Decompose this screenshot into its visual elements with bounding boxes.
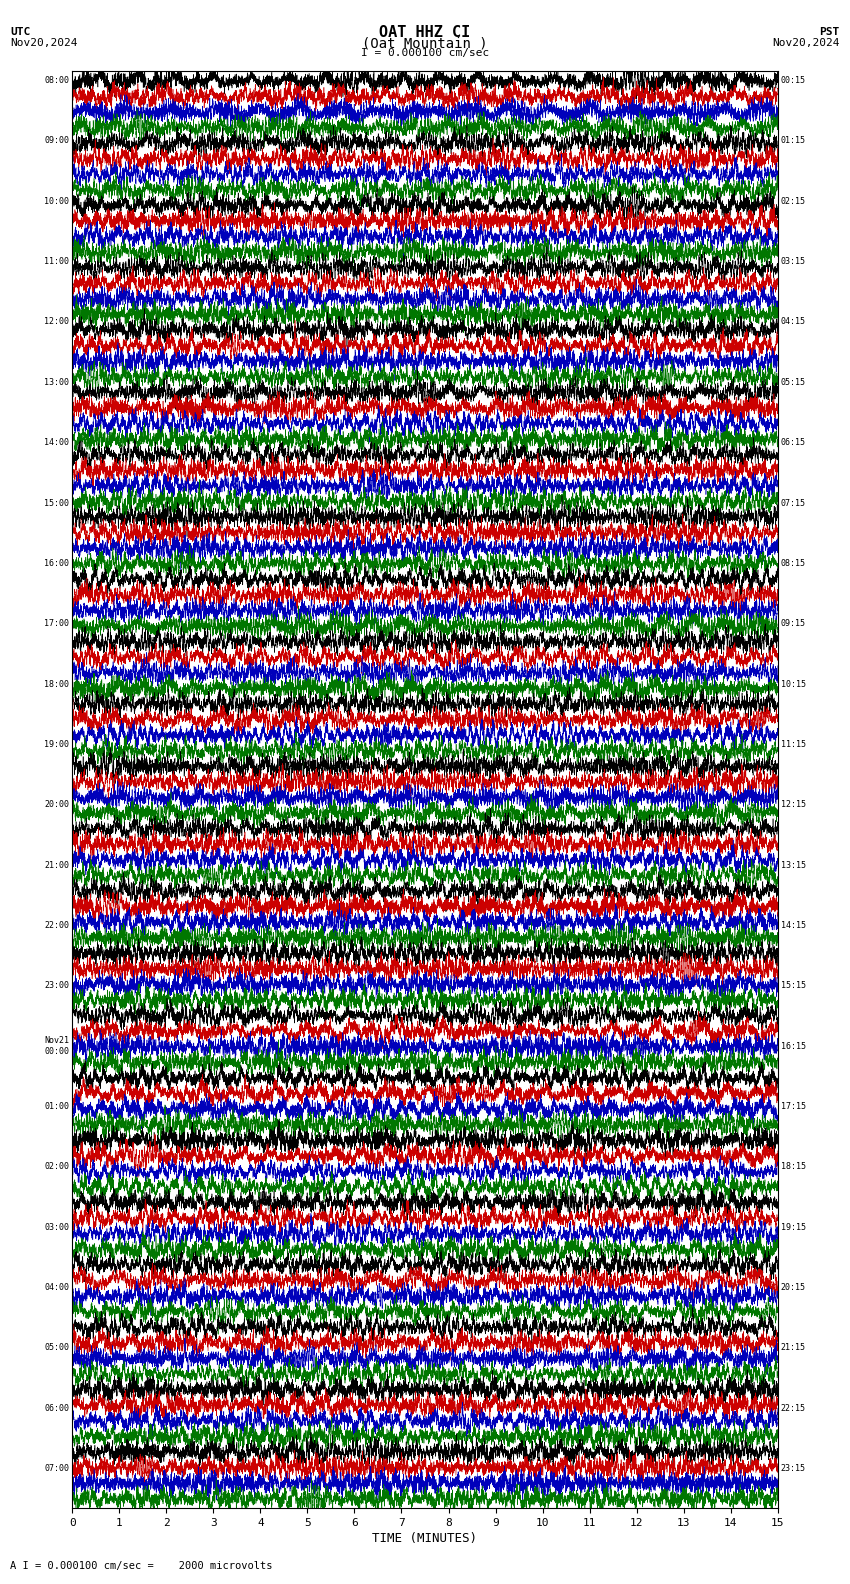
Text: 22:15: 22:15 bbox=[780, 1403, 806, 1413]
Text: 21:00: 21:00 bbox=[44, 860, 70, 870]
Text: 10:00: 10:00 bbox=[44, 196, 70, 206]
Text: OAT HHZ CI: OAT HHZ CI bbox=[379, 25, 471, 40]
Text: 03:00: 03:00 bbox=[44, 1223, 70, 1232]
Text: (Oat Mountain ): (Oat Mountain ) bbox=[362, 36, 488, 51]
Text: 19:00: 19:00 bbox=[44, 740, 70, 749]
Text: 17:15: 17:15 bbox=[780, 1102, 806, 1110]
Text: 22:00: 22:00 bbox=[44, 920, 70, 930]
Text: 07:15: 07:15 bbox=[780, 499, 806, 507]
Text: 09:15: 09:15 bbox=[780, 619, 806, 629]
Text: 08:00: 08:00 bbox=[44, 76, 70, 86]
Text: 01:00: 01:00 bbox=[44, 1102, 70, 1110]
Text: 06:15: 06:15 bbox=[780, 439, 806, 447]
Text: 07:00: 07:00 bbox=[44, 1464, 70, 1473]
Text: 20:00: 20:00 bbox=[44, 800, 70, 809]
Text: PST: PST bbox=[819, 27, 840, 36]
Text: 21:15: 21:15 bbox=[780, 1343, 806, 1353]
Text: 09:00: 09:00 bbox=[44, 136, 70, 146]
Text: 12:15: 12:15 bbox=[780, 800, 806, 809]
Text: 18:00: 18:00 bbox=[44, 680, 70, 689]
Text: 02:00: 02:00 bbox=[44, 1163, 70, 1171]
Text: 05:15: 05:15 bbox=[780, 379, 806, 386]
Text: 16:15: 16:15 bbox=[780, 1042, 806, 1050]
Text: UTC: UTC bbox=[10, 27, 31, 36]
Text: 23:15: 23:15 bbox=[780, 1464, 806, 1473]
Text: 15:00: 15:00 bbox=[44, 499, 70, 507]
Text: 16:00: 16:00 bbox=[44, 559, 70, 567]
Text: 13:15: 13:15 bbox=[780, 860, 806, 870]
Text: 05:00: 05:00 bbox=[44, 1343, 70, 1353]
Text: 08:15: 08:15 bbox=[780, 559, 806, 567]
Text: 11:00: 11:00 bbox=[44, 257, 70, 266]
Text: 04:15: 04:15 bbox=[780, 317, 806, 326]
Text: 06:00: 06:00 bbox=[44, 1403, 70, 1413]
Text: 14:00: 14:00 bbox=[44, 439, 70, 447]
Text: 19:15: 19:15 bbox=[780, 1223, 806, 1232]
Text: 17:00: 17:00 bbox=[44, 619, 70, 629]
Text: 03:15: 03:15 bbox=[780, 257, 806, 266]
Text: 18:15: 18:15 bbox=[780, 1163, 806, 1171]
Text: 01:15: 01:15 bbox=[780, 136, 806, 146]
Text: Nov20,2024: Nov20,2024 bbox=[773, 38, 840, 48]
Text: I = 0.000100 cm/sec: I = 0.000100 cm/sec bbox=[361, 48, 489, 57]
X-axis label: TIME (MINUTES): TIME (MINUTES) bbox=[372, 1532, 478, 1544]
Text: A I = 0.000100 cm/sec =    2000 microvolts: A I = 0.000100 cm/sec = 2000 microvolts bbox=[10, 1562, 273, 1571]
Text: 14:15: 14:15 bbox=[780, 920, 806, 930]
Text: 00:15: 00:15 bbox=[780, 76, 806, 86]
Text: 20:15: 20:15 bbox=[780, 1283, 806, 1293]
Text: 15:15: 15:15 bbox=[780, 980, 806, 990]
Text: 10:15: 10:15 bbox=[780, 680, 806, 689]
Text: 11:15: 11:15 bbox=[780, 740, 806, 749]
Text: Nov20,2024: Nov20,2024 bbox=[10, 38, 77, 48]
Text: 13:00: 13:00 bbox=[44, 379, 70, 386]
Text: 12:00: 12:00 bbox=[44, 317, 70, 326]
Text: 23:00: 23:00 bbox=[44, 980, 70, 990]
Text: Nov21
00:00: Nov21 00:00 bbox=[44, 1036, 70, 1057]
Text: 04:00: 04:00 bbox=[44, 1283, 70, 1293]
Text: 02:15: 02:15 bbox=[780, 196, 806, 206]
